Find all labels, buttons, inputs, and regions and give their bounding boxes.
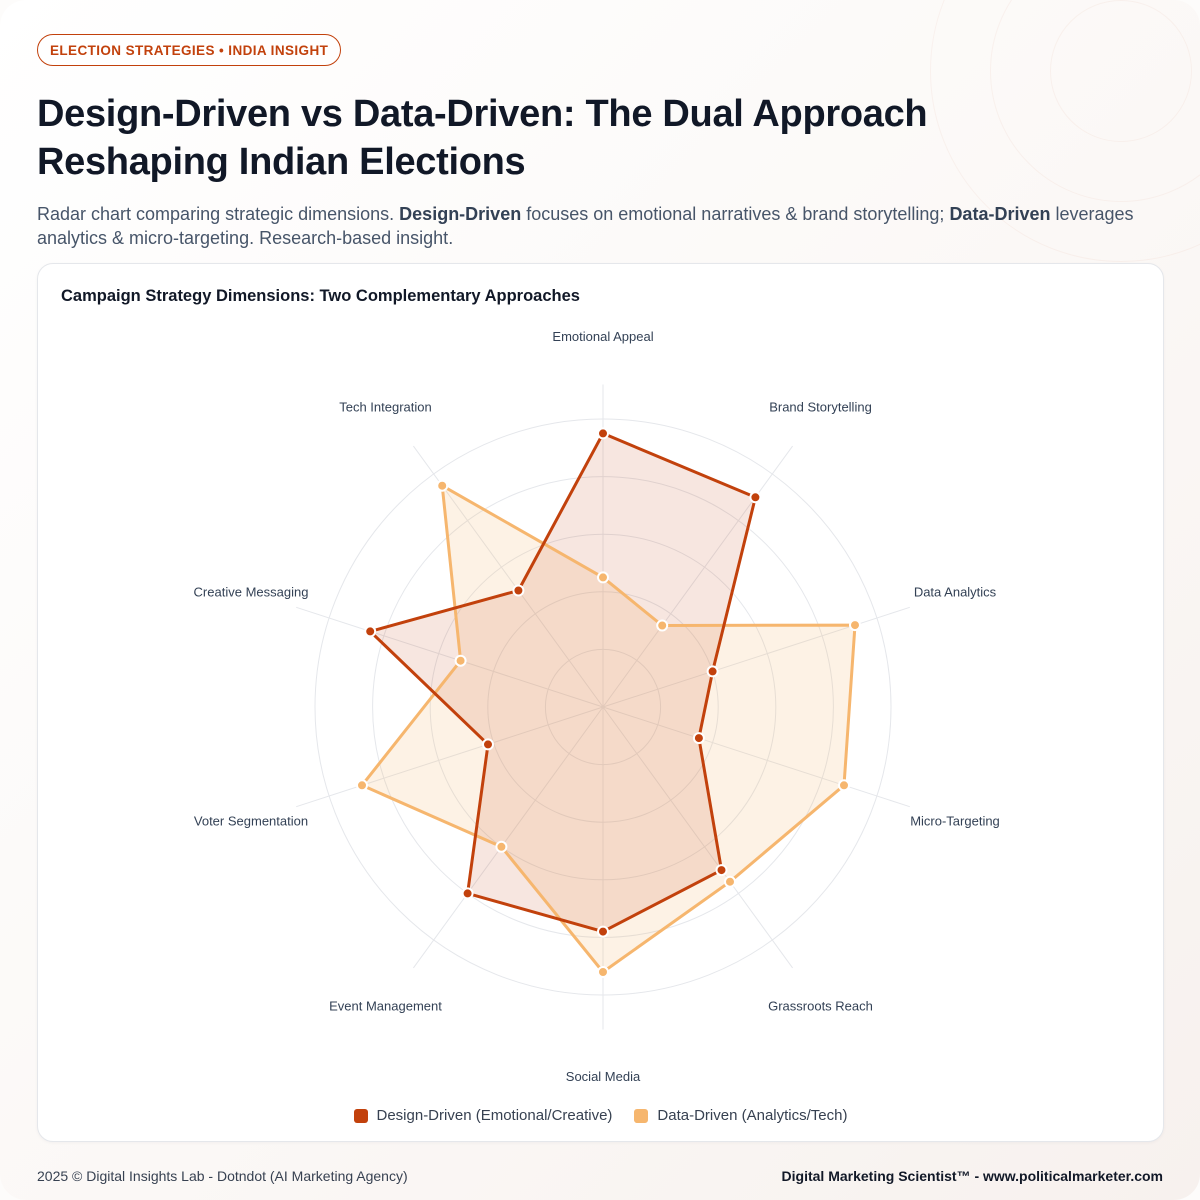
data-point-design: [597, 427, 609, 440]
data-point-design: [461, 887, 474, 900]
footer-copyright: 2025 © Digital Insights Lab - Dotndot (A…: [37, 1168, 408, 1184]
page-subtitle: Radar chart comparing strategic dimensio…: [37, 202, 1147, 250]
axis-label: Micro-Targeting: [910, 813, 1000, 828]
data-point-data: [597, 571, 609, 584]
data-point-design: [749, 491, 762, 504]
axis-label: Event Management: [329, 998, 442, 1013]
data-point-design: [692, 732, 705, 745]
data-point-data: [724, 875, 736, 888]
grid-spoke: [412, 706, 604, 969]
axis-label: Emotional Appeal: [552, 329, 653, 344]
subtitle-text: leverages analytics & micro-targeting. R…: [37, 204, 1134, 248]
grid-spoke: [602, 445, 794, 708]
subtitle-text: focuses on emotional narratives & brand …: [521, 204, 950, 224]
grid-spoke: [602, 706, 794, 969]
legend-swatch-design: [353, 1108, 368, 1123]
grid-spoke: [602, 706, 910, 808]
axis-label: Voter Segmentation: [194, 813, 308, 828]
subtitle-data-term: Data-Driven: [949, 204, 1051, 224]
data-point-data: [849, 619, 861, 632]
subtitle-text: Radar chart comparing strategic dimensio…: [37, 204, 400, 224]
data-point-design: [364, 625, 377, 638]
axis-label: Grassroots Reach: [768, 998, 873, 1013]
data-point-data: [495, 840, 508, 853]
axis-label: Data Analytics: [914, 585, 997, 600]
axis-label: Social Media: [566, 1069, 641, 1084]
axis-label: Creative Messaging: [194, 585, 309, 600]
data-point-data: [356, 779, 368, 792]
legend-label-design: Design-Driven (Emotional/Creative): [376, 1107, 613, 1124]
data-point-data: [454, 654, 467, 667]
data-point-design: [715, 864, 728, 877]
data-point-data: [597, 966, 609, 978]
legend-item-data[interactable]: Data-Driven (Analytics/Tech): [634, 1107, 847, 1124]
legend-label-data: Data-Driven (Analytics/Tech): [657, 1107, 848, 1124]
category-badge: ELECTION STRATEGIES • INDIA INSIGHT: [37, 34, 342, 66]
grid-spoke: [296, 606, 604, 708]
chart-legend: Design-Driven (Emotional/Creative) Data-…: [38, 1107, 1163, 1124]
data-point-design: [482, 738, 494, 751]
legend-swatch-data: [634, 1108, 649, 1123]
radar-chart: Emotional Appeal Brand Storytelling Data A…: [194, 329, 1000, 1084]
page-title: Design-Driven vs Data-Driven: The Dual A…: [37, 93, 928, 183]
series-area-design: [370, 433, 756, 932]
decorative-ring: [1050, 0, 1192, 142]
grid-spoke: [296, 706, 604, 808]
data-point-data: [838, 779, 850, 792]
axis-label: Tech Integration: [339, 400, 432, 415]
chart-title: Campaign Strategy Dimensions: Two Comple…: [61, 287, 580, 305]
series-area-data: [362, 485, 855, 972]
footer-brand: Digital Marketing Scientist™ - www.polit…: [781, 1168, 1163, 1184]
data-point-data: [656, 619, 669, 632]
chart-card: Campaign Strategy Dimensions: Two Comple…: [37, 263, 1164, 1142]
data-point-design: [597, 925, 609, 938]
legend-item-design[interactable]: Design-Driven (Emotional/Creative): [353, 1107, 613, 1124]
subtitle-design-term: Design-Driven: [399, 204, 522, 224]
data-point-design: [706, 665, 719, 678]
data-point-design: [512, 584, 525, 597]
data-point-data: [436, 479, 449, 492]
axis-label: Brand Storytelling: [769, 400, 872, 415]
